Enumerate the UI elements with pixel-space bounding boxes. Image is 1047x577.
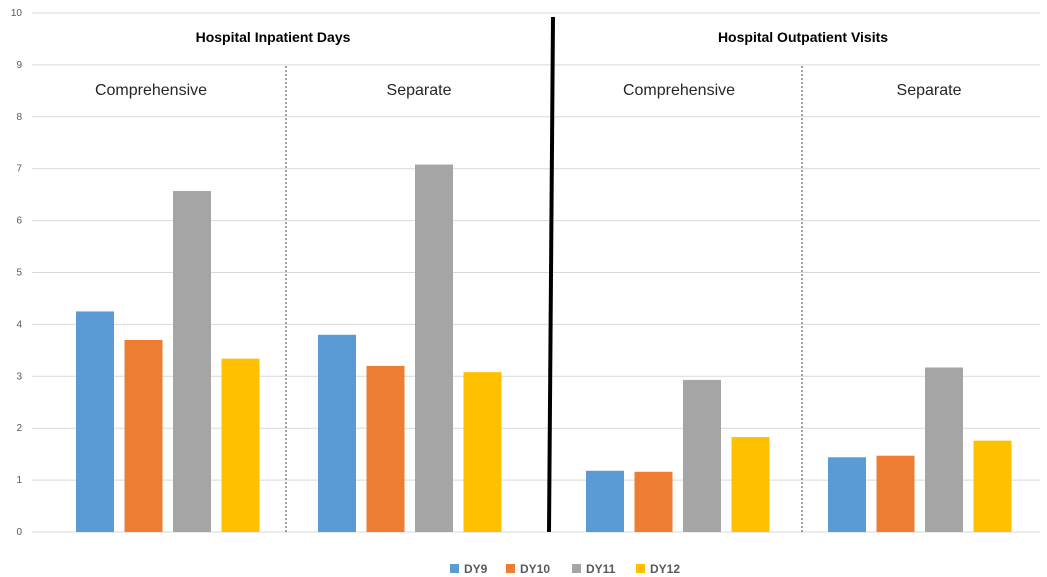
category-label: Comprehensive [623,82,735,99]
bar-dy9 [828,457,866,532]
y-tick-label: 3 [16,371,22,382]
bar-dy12 [463,372,502,532]
bar-dy10 [876,455,915,532]
bar-dy12 [973,440,1012,532]
group-title: Hospital Outpatient Visits [718,29,888,45]
legend-label-dy11: DY11 [586,562,616,576]
bar-dy11 [415,164,453,532]
category-label: Comprehensive [95,82,207,99]
bars [76,164,1012,532]
y-tick-label: 8 [16,112,22,123]
y-tick-label: 10 [11,8,23,19]
bar-dy12 [731,437,770,532]
y-tick-label: 0 [16,527,22,538]
bar-dy11 [925,367,963,532]
bar-dy9 [76,311,114,532]
y-tick-label: 5 [16,268,22,279]
category-label: Separate [897,82,962,99]
bar-dy12 [221,358,260,532]
y-tick-label: 9 [16,60,22,71]
titles: Hospital Inpatient Days Hospital Outpatie… [95,29,962,99]
y-axis-tick-labels: 0 1 2 3 4 5 6 7 8 9 10 [11,8,23,538]
y-tick-label: 6 [16,216,22,227]
y-tick-label: 4 [16,319,22,330]
bar-dy9 [318,334,356,532]
legend-swatch-dy12 [636,564,645,573]
group-title: Hospital Inpatient Days [196,29,351,45]
bar-dy10 [634,471,673,532]
section-divider [547,16,555,533]
section-dividers [285,16,803,533]
legend-label-dy12: DY12 [650,562,680,576]
y-tick-label: 1 [16,475,22,486]
legend: DY9 DY10 DY11 DY12 [450,562,680,576]
bar-dy11 [173,191,211,532]
legend-swatch-dy9 [450,564,459,573]
legend-label-dy10: DY10 [520,562,550,576]
y-tick-label: 2 [16,423,22,434]
category-label: Separate [387,82,452,99]
legend-label-dy9: DY9 [464,562,488,576]
legend-swatch-dy10 [506,564,515,573]
bar-dy9 [586,470,624,532]
legend-swatch-dy11 [572,564,581,573]
y-tick-label: 7 [16,164,22,175]
bar-dy10 [124,339,163,532]
bar-dy11 [683,379,721,532]
bar-dy10 [366,365,405,532]
